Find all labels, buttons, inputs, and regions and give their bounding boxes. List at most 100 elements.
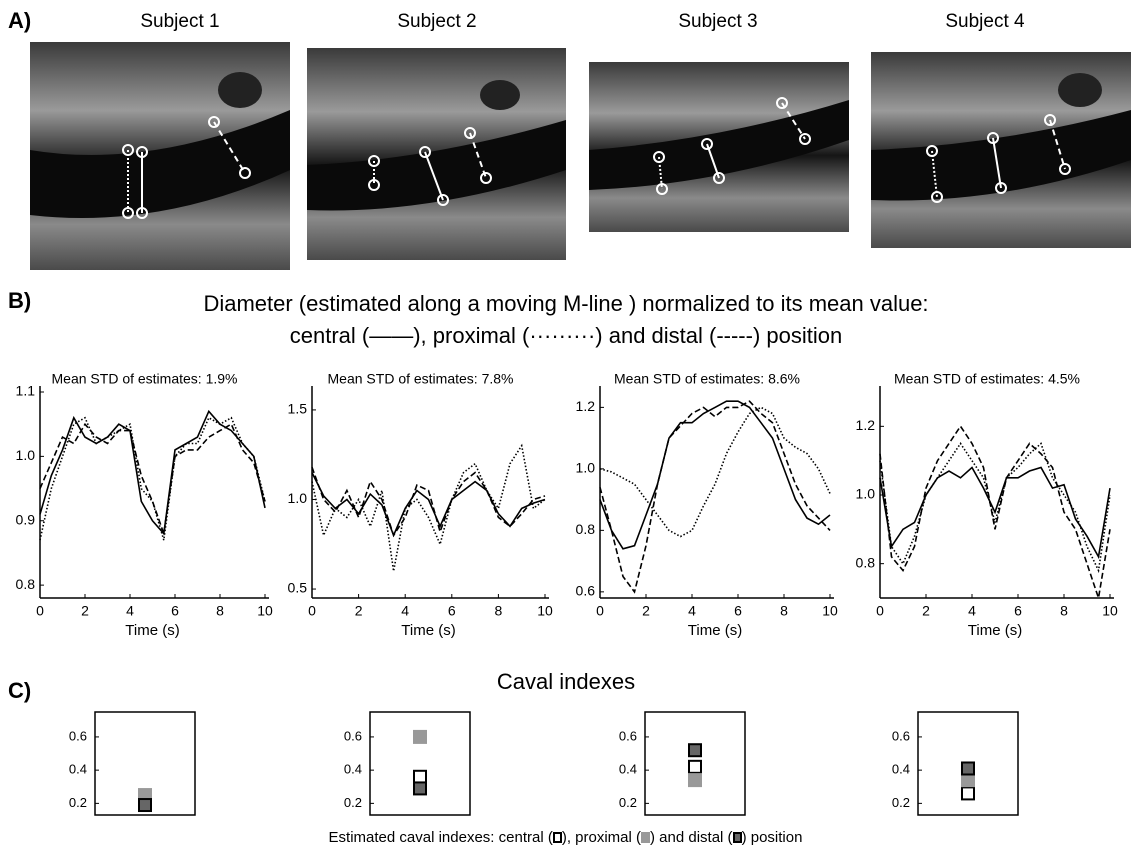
panel-title: central (——), proximal (·········) and d… [290, 323, 842, 348]
chart-title: Mean STD of estimates: 4.5% [894, 371, 1080, 387]
x-axis-label: Time (s) [401, 622, 455, 639]
x-tick-label: 6 [448, 603, 456, 619]
y-tick-label: 1.1 [16, 383, 36, 399]
y-tick-label: 0.6 [344, 728, 362, 743]
y-tick-label: 0.8 [576, 521, 596, 537]
y-tick-label: 1.2 [576, 398, 596, 414]
data-line [599, 400, 831, 550]
data-line [879, 466, 1111, 560]
y-tick-label: 0.6 [619, 728, 637, 743]
y-tick-label: 0.6 [576, 583, 596, 599]
ultrasound-image [30, 42, 290, 270]
x-tick-label: 10 [257, 603, 273, 619]
x-tick-label: 8 [216, 603, 224, 619]
x-tick-label: 4 [688, 603, 696, 619]
panel-title: Diameter (estimated along a moving M-lin… [203, 291, 928, 316]
marker [961, 786, 975, 801]
legend-swatch [732, 832, 742, 843]
y-tick-label: 0.2 [892, 795, 910, 810]
data-line [599, 406, 831, 538]
y-tick-label: 1.5 [288, 401, 308, 417]
y-tick-label: 0.4 [619, 762, 637, 777]
x-tick-label: 6 [734, 603, 742, 619]
ultrasound-image [871, 52, 1131, 248]
x-tick-label: 4 [968, 603, 976, 619]
x-axis-label: Time (s) [688, 622, 742, 639]
ultrasound-image [307, 48, 566, 260]
x-tick-label: 0 [876, 603, 884, 619]
legend-swatch [641, 832, 651, 843]
caption: Estimated caval indexes: central ( ), pro… [0, 829, 1131, 847]
panel-title: Caval indexes [497, 669, 635, 694]
y-tick-label: 0.4 [344, 762, 362, 777]
subject-title: Subject 2 [397, 11, 476, 32]
caption-text: ), proximal ( [561, 829, 642, 846]
marker [688, 759, 702, 774]
y-tick-label: 0.4 [69, 762, 87, 777]
panel-label: B) [8, 288, 31, 313]
marker [688, 773, 702, 788]
y-tick-label: 0.5 [288, 580, 308, 596]
data-line [599, 400, 831, 594]
data-line [311, 466, 546, 538]
caption-text: ) position [741, 829, 803, 846]
x-tick-label: 8 [495, 603, 503, 619]
panel-label: A) [8, 8, 31, 33]
y-tick-label: 1.0 [856, 486, 876, 502]
plot-frame [369, 711, 471, 816]
x-tick-label: 4 [126, 603, 134, 619]
y-tick-label: 0.2 [344, 795, 362, 810]
data-line [39, 422, 266, 534]
data-line [311, 472, 546, 538]
y-tick-label: 1.0 [16, 447, 36, 463]
caption-text: Estimated caval indexes: central ( [328, 829, 553, 846]
chart-title: Mean STD of estimates: 7.8% [328, 371, 514, 387]
y-tick-label: 0.8 [856, 554, 876, 570]
legend-swatch [552, 832, 562, 843]
data-line [311, 443, 546, 572]
marker [961, 773, 975, 788]
marker [688, 743, 702, 758]
x-tick-label: 10 [822, 603, 838, 619]
x-tick-label: 2 [642, 603, 650, 619]
y-tick-label: 1.0 [288, 490, 308, 506]
x-tick-label: 0 [36, 603, 44, 619]
plot-frame [917, 711, 1019, 816]
data-line [879, 424, 1111, 599]
ultrasound-image [589, 62, 849, 232]
subject-title: Subject 3 [678, 11, 757, 32]
plot-frame [644, 711, 746, 816]
y-tick-label: 0.2 [69, 795, 87, 810]
caption-text: ) and distal ( [650, 829, 733, 846]
y-tick-label: 1.0 [576, 460, 596, 476]
y-tick-label: 0.2 [619, 795, 637, 810]
y-tick-label: 1.2 [856, 417, 876, 433]
x-tick-label: 6 [171, 603, 179, 619]
x-tick-label: 10 [1102, 603, 1118, 619]
x-tick-label: 2 [355, 603, 363, 619]
x-tick-label: 8 [780, 603, 788, 619]
x-tick-label: 2 [81, 603, 89, 619]
data-line [879, 442, 1111, 574]
x-tick-label: 0 [308, 603, 316, 619]
panel-label: C) [8, 678, 31, 703]
x-tick-label: 0 [596, 603, 604, 619]
x-tick-label: 6 [1014, 603, 1022, 619]
x-tick-label: 2 [922, 603, 930, 619]
plot-frame [94, 711, 196, 816]
marker [138, 798, 152, 813]
subject-title: Subject 4 [945, 11, 1025, 32]
x-axis-label: Time (s) [125, 622, 179, 639]
y-tick-label: 0.6 [892, 728, 910, 743]
y-tick-label: 0.6 [69, 728, 87, 743]
chart-title: Mean STD of estimates: 8.6% [614, 371, 800, 387]
x-axis-label: Time (s) [968, 622, 1022, 639]
chart-title: Mean STD of estimates: 1.9% [52, 371, 238, 387]
y-tick-label: 0.8 [16, 576, 36, 592]
marker [413, 729, 427, 744]
marker [413, 781, 427, 796]
marker [413, 769, 427, 784]
y-tick-label: 0.9 [16, 511, 36, 527]
